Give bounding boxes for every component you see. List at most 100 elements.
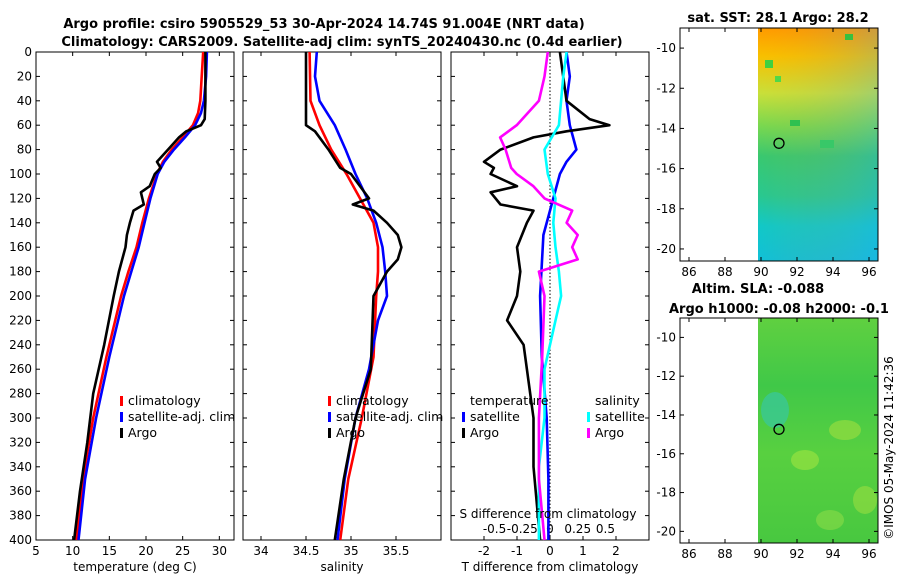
- depth-tick-label: 340: [9, 460, 32, 474]
- map-frame: [679, 317, 879, 544]
- lat-tick-label: -16: [656, 447, 676, 461]
- depth-tick-label: 60: [17, 118, 32, 132]
- legend-swatch-satellite: [120, 412, 123, 422]
- lat-tick-label: -12: [656, 81, 676, 95]
- latitude-ticks: -10 -12 -14 -16 -18 -20: [656, 41, 878, 256]
- legend-label-salinity-satellite: satellite: [595, 409, 645, 424]
- salinity-panel: 34 34.5 35 35.5 salinity climatology satell…: [242, 51, 443, 574]
- legend-swatch-satellite: [328, 412, 331, 422]
- depth-tick-label: 120: [9, 191, 32, 205]
- s-tick-label: 0.5: [596, 522, 615, 536]
- lon-tick-label: 94: [825, 547, 840, 561]
- sst-patch: [845, 34, 853, 40]
- sst-patch: [790, 120, 800, 126]
- legend-label-temperature-argo: Argo: [470, 425, 499, 440]
- series-line-salinity-satellite: [537, 51, 568, 540]
- lat-tick-label: -18: [656, 486, 676, 500]
- depth-tick-label: 80: [17, 143, 32, 157]
- legend-swatch-climatology: [120, 396, 123, 406]
- series-line-climatology: [308, 51, 380, 541]
- s-difference-axis-label: S difference from climatology: [460, 507, 637, 521]
- difference-series: [482, 51, 611, 541]
- x-tick-label: 34.5: [293, 544, 320, 558]
- sst-heatmap: [758, 28, 878, 261]
- lon-tick-label: 96: [861, 265, 876, 279]
- temperature-legend: climatology satellite-adj. clim Argo: [120, 393, 235, 440]
- temperature-axis-label: temperature (deg C): [73, 560, 196, 574]
- depth-axis-ticks: 0 20 40 60 80 100 120 140 160 180 200 220 240 260 280 3…: [9, 45, 234, 547]
- legend-swatch-temperature-argo: [462, 428, 465, 438]
- sst-patch: [775, 76, 781, 82]
- lat-tick-label: -12: [656, 369, 676, 383]
- depth-tick-label: 140: [9, 216, 32, 230]
- salinity-axis-ticks: 34 34.5 35 35.5: [253, 52, 409, 558]
- sla-map-title-2: Argo h1000: -0.08 h2000: -0.1: [669, 302, 889, 317]
- legend-title-salinity: salinity: [595, 393, 640, 408]
- t-tick-label: 1: [579, 544, 587, 558]
- sst-patch: [765, 60, 773, 68]
- depth-tick-label: 400: [9, 533, 32, 547]
- x-tick-label: 15: [102, 544, 117, 558]
- depth-tick-label: 300: [9, 411, 32, 425]
- depth-tick-label: 160: [9, 240, 32, 254]
- lon-tick-label: 88: [717, 265, 732, 279]
- legend-swatch-salinity-argo: [587, 428, 590, 438]
- plot-frame: [450, 51, 650, 541]
- plot-frame: [35, 51, 235, 541]
- longitude-ticks: 86 88 90 92 94 96: [681, 28, 877, 279]
- x-tick-label: 35.5: [383, 544, 410, 558]
- lat-tick-label: -18: [656, 202, 676, 216]
- legend-swatch-argo: [328, 428, 331, 438]
- lon-tick-label: 90: [753, 265, 768, 279]
- legend-swatch-climatology: [328, 396, 331, 406]
- map-frame: [679, 27, 879, 262]
- sla-blob: [829, 420, 861, 440]
- s-tick-label: -0.25: [507, 522, 538, 536]
- depth-tick-label: 0: [24, 45, 32, 59]
- depth-tick-label: 200: [9, 289, 32, 303]
- t-tick-label: -1: [511, 544, 523, 558]
- sla-blob: [761, 392, 789, 428]
- s-difference-axis-ticks: -0.5 -0.25 0 0.25 0.5: [483, 522, 615, 536]
- s-tick-label: -0.5: [483, 522, 506, 536]
- depth-tick-label: 260: [9, 362, 32, 376]
- x-tick-label: 34: [253, 544, 268, 558]
- lat-tick-label: -10: [656, 330, 676, 344]
- lat-tick-label: -16: [656, 162, 676, 176]
- imos-timestamp-watermark: ©IMOS 05-May-2024 11:42:36: [882, 356, 896, 540]
- t-difference-axis-label: T difference from climatology: [461, 560, 639, 574]
- x-tick-label: 20: [138, 544, 153, 558]
- x-tick-label: 10: [65, 544, 80, 558]
- temperature-panel: 0 20 40 60 80 100 120 140 160 180 200 220 240 260 280 3…: [9, 45, 235, 574]
- t-tick-label: 2: [612, 544, 620, 558]
- depth-axis-ticks: [451, 51, 649, 541]
- t-tick-label: -2: [478, 544, 490, 558]
- sla-map-panel: Altim. SLA: -0.088 Argo h1000: -0.08 h20…: [656, 282, 889, 561]
- temperature-axis-ticks: 5 10 15 20 25 30: [32, 52, 227, 558]
- lon-tick-label: 92: [789, 265, 804, 279]
- longitude-ticks: 86 88 90 92 94 96: [681, 318, 877, 561]
- argo-position-marker: [773, 423, 785, 435]
- lon-tick-label: 86: [681, 265, 696, 279]
- legend-swatch-temperature-satellite: [462, 412, 465, 422]
- salinity-legend: climatology satellite-adj. clim Argo: [328, 393, 443, 440]
- difference-panel: -2 -1 0 1 2 -0.5 -0.25 0 0.25 0.5 S difference f…: [450, 51, 650, 574]
- sla-blob: [816, 510, 844, 530]
- difference-legend: temperature satellite Argo salinity sate…: [462, 393, 645, 440]
- t-tick-label: 0: [546, 544, 554, 558]
- s-tick-label: 0.25: [564, 522, 591, 536]
- series-line-salinity-argo: [498, 51, 580, 541]
- depth-tick-label: 320: [9, 435, 32, 449]
- title-line-2: Climatology: CARS2009. Satellite-adj cli…: [61, 35, 622, 50]
- figure-title: Argo profile: csiro 5905529_53 30-Apr-20…: [61, 17, 622, 50]
- legend-title-temperature: temperature: [470, 393, 549, 408]
- depth-tick-label: 240: [9, 338, 32, 352]
- series-line-argo: [72, 52, 207, 541]
- lon-tick-label: 86: [681, 547, 696, 561]
- x-tick-label: 30: [212, 544, 227, 558]
- lon-tick-label: 92: [789, 547, 804, 561]
- title-line-1: Argo profile: csiro 5905529_53 30-Apr-20…: [63, 17, 584, 32]
- latitude-ticks: -10 -12 -14 -16 -18 -20: [656, 330, 878, 538]
- lon-tick-label: 90: [753, 547, 768, 561]
- salinity-series: [304, 51, 403, 541]
